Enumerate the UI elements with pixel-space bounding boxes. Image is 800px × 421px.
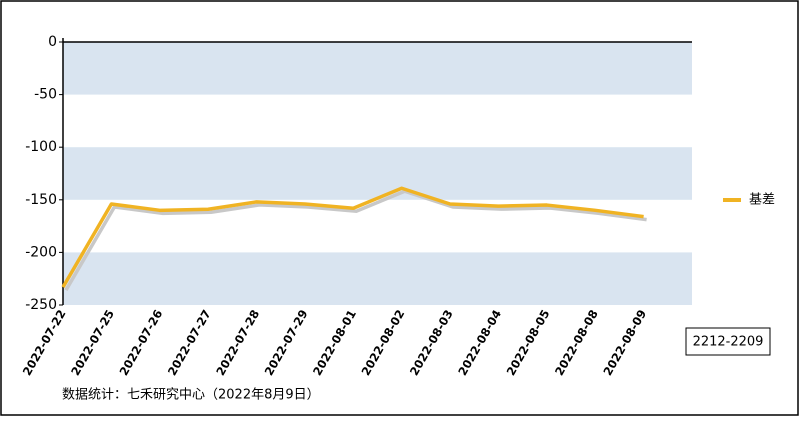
y-tick-label: -150: [25, 192, 57, 208]
legend-label: 基差: [749, 193, 775, 208]
grid-band: [63, 252, 692, 305]
source: 数据统计：七禾研究中心（2022年8月9日）: [62, 388, 320, 403]
y-tick-label: -100: [25, 139, 57, 155]
y-tick-label: -250: [25, 297, 57, 313]
annotation-box: [685, 327, 771, 356]
y-tick-label: -50: [34, 87, 57, 103]
y-tick-label: -200: [25, 244, 57, 260]
annotation: 2212-2209: [693, 335, 764, 350]
grid-band: [63, 42, 692, 95]
line: [61, 186, 644, 288]
y-tick-label: 0: [48, 34, 57, 50]
grid-band: [63, 147, 692, 200]
line-shadow: [64, 189, 647, 291]
